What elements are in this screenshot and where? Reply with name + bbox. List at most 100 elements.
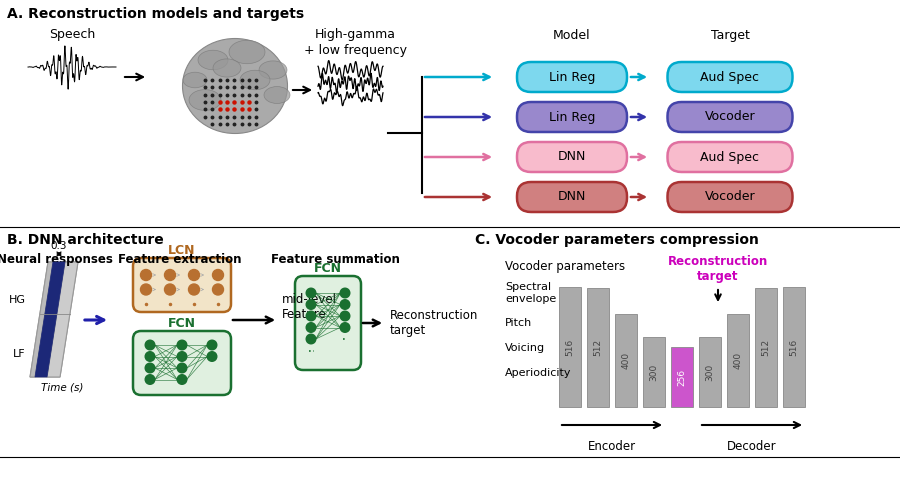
Text: Voicing: Voicing: [505, 343, 545, 353]
Polygon shape: [47, 262, 78, 377]
Text: Lin Reg: Lin Reg: [549, 70, 595, 84]
Text: Spectral
envelope: Spectral envelope: [505, 282, 556, 304]
Bar: [727, 314, 749, 407]
Ellipse shape: [189, 90, 221, 110]
Text: 256: 256: [678, 369, 687, 386]
Text: FCN: FCN: [314, 262, 342, 275]
Ellipse shape: [240, 70, 270, 90]
Circle shape: [340, 311, 350, 321]
Circle shape: [177, 363, 187, 373]
Bar: [559, 287, 581, 407]
Bar: [615, 314, 637, 407]
Text: Aperiodicity: Aperiodicity: [505, 368, 572, 378]
Text: Time (s): Time (s): [40, 383, 83, 393]
Circle shape: [145, 375, 155, 384]
Bar: [671, 347, 693, 407]
Text: 512: 512: [761, 339, 770, 356]
Text: mid-level
Feature: mid-level Feature: [282, 293, 337, 321]
Circle shape: [165, 269, 176, 281]
Text: HG: HG: [9, 295, 26, 305]
Text: LCN: LCN: [168, 244, 196, 257]
Text: 300: 300: [706, 363, 715, 381]
Bar: [755, 288, 777, 407]
Circle shape: [207, 340, 217, 350]
Ellipse shape: [183, 39, 287, 134]
Text: 516: 516: [789, 339, 798, 355]
Circle shape: [212, 284, 223, 295]
Polygon shape: [30, 262, 53, 377]
Text: Neural responses: Neural responses: [0, 253, 112, 266]
Text: 300: 300: [650, 363, 659, 381]
Text: Model: Model: [554, 29, 590, 42]
Text: Lin Reg: Lin Reg: [549, 110, 595, 123]
Bar: [699, 337, 721, 407]
Text: DNN: DNN: [558, 150, 586, 163]
FancyBboxPatch shape: [668, 182, 793, 212]
FancyBboxPatch shape: [517, 102, 627, 132]
Ellipse shape: [198, 50, 228, 70]
Text: DNN: DNN: [558, 191, 586, 203]
Text: Aud Spec: Aud Spec: [700, 150, 760, 163]
Text: 516: 516: [565, 339, 574, 355]
Bar: [783, 287, 805, 407]
Text: Aud Spec: Aud Spec: [700, 70, 760, 84]
Text: FCN: FCN: [168, 317, 196, 330]
Text: 512: 512: [593, 339, 602, 356]
Polygon shape: [30, 262, 78, 377]
Text: Feature extraction: Feature extraction: [118, 253, 242, 266]
Circle shape: [340, 323, 350, 332]
Text: A. Reconstruction models and targets: A. Reconstruction models and targets: [7, 7, 304, 21]
Circle shape: [306, 334, 316, 344]
Circle shape: [207, 352, 217, 361]
Circle shape: [188, 284, 200, 295]
FancyBboxPatch shape: [517, 182, 627, 212]
Text: Decoder: Decoder: [727, 440, 777, 453]
Ellipse shape: [229, 40, 265, 64]
Text: Reconstruction
target: Reconstruction target: [668, 255, 768, 283]
Circle shape: [177, 375, 187, 384]
Circle shape: [306, 288, 316, 298]
Circle shape: [140, 269, 151, 281]
FancyBboxPatch shape: [517, 62, 627, 92]
Text: Vocoder: Vocoder: [705, 110, 755, 123]
Text: Encoder: Encoder: [588, 440, 636, 453]
Text: Vocoder parameters: Vocoder parameters: [505, 260, 626, 273]
Text: Vocoder: Vocoder: [705, 191, 755, 203]
Text: Pitch: Pitch: [505, 318, 532, 328]
Circle shape: [145, 352, 155, 361]
FancyBboxPatch shape: [517, 142, 627, 172]
FancyBboxPatch shape: [133, 258, 231, 312]
Circle shape: [306, 311, 316, 321]
Polygon shape: [35, 262, 65, 377]
Circle shape: [212, 269, 223, 281]
Text: 400: 400: [622, 352, 631, 369]
Text: Reconstruction
target: Reconstruction target: [390, 309, 479, 337]
Ellipse shape: [213, 59, 241, 77]
FancyBboxPatch shape: [668, 62, 793, 92]
Bar: [587, 288, 609, 407]
Text: B. DNN architecture: B. DNN architecture: [7, 233, 164, 247]
Text: LF: LF: [14, 349, 26, 359]
FancyBboxPatch shape: [668, 142, 793, 172]
Circle shape: [165, 284, 176, 295]
Circle shape: [177, 340, 187, 350]
Circle shape: [140, 284, 151, 295]
FancyBboxPatch shape: [295, 276, 361, 370]
Ellipse shape: [183, 72, 207, 88]
FancyBboxPatch shape: [668, 102, 793, 132]
Text: Target: Target: [711, 29, 750, 42]
Circle shape: [145, 363, 155, 373]
Text: C. Vocoder parameters compression: C. Vocoder parameters compression: [475, 233, 759, 247]
Circle shape: [188, 269, 200, 281]
Circle shape: [145, 340, 155, 350]
Text: Feature summation: Feature summation: [271, 253, 400, 266]
Ellipse shape: [259, 61, 287, 79]
FancyBboxPatch shape: [133, 331, 231, 395]
Circle shape: [340, 299, 350, 309]
Circle shape: [306, 323, 316, 332]
Bar: [643, 337, 665, 407]
Text: 400: 400: [734, 352, 742, 369]
Circle shape: [306, 299, 316, 309]
Text: 0.3: 0.3: [50, 241, 68, 251]
Circle shape: [340, 288, 350, 298]
